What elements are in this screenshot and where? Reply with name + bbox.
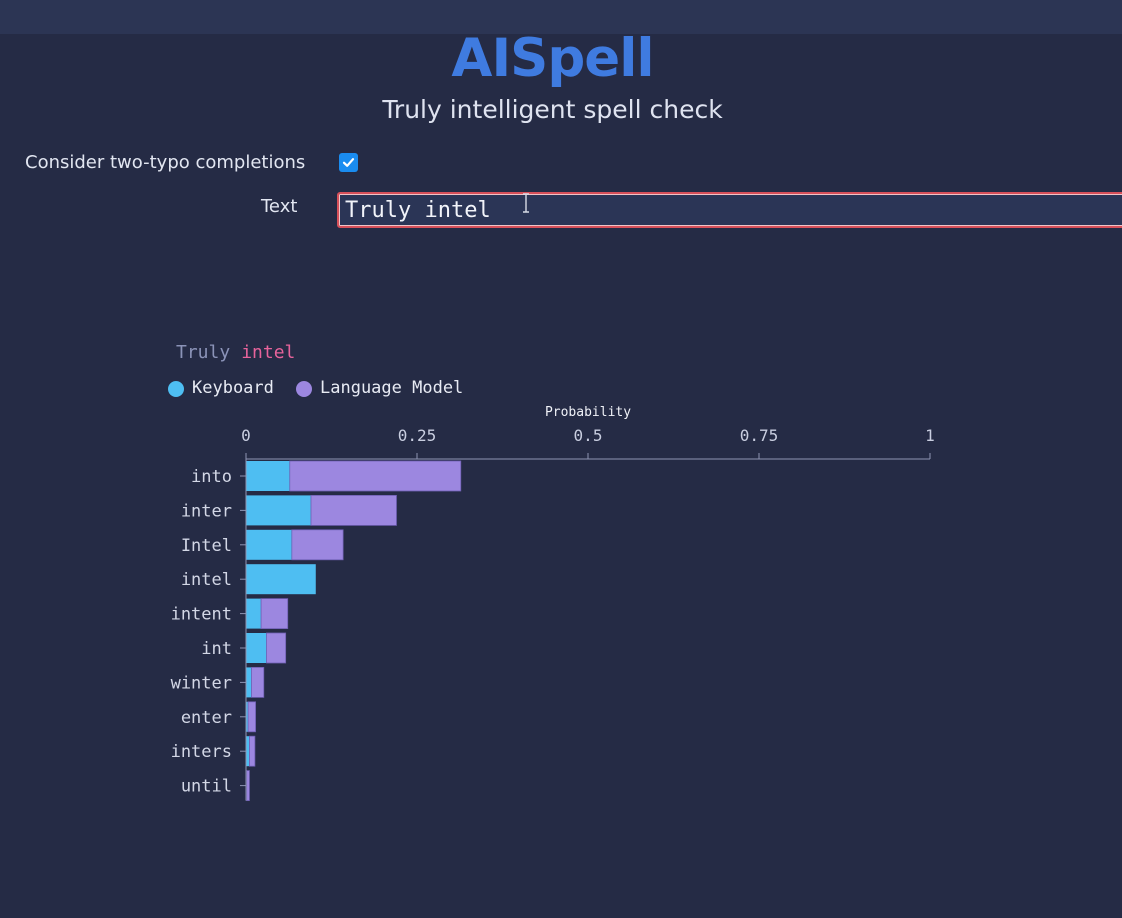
previous-word: Truly (176, 342, 231, 363)
bar-language-model (310, 494, 397, 526)
y-tick-label: inter (181, 501, 232, 521)
app-title: AISpell (451, 28, 654, 89)
bar-language-model (251, 667, 265, 698)
bar-language-model (247, 701, 256, 733)
legend-swatch-keyboard (168, 381, 184, 397)
y-tick-label: into (191, 467, 232, 487)
y-tick-label: enter (181, 708, 232, 728)
bar-keyboard (246, 736, 250, 767)
bars (246, 460, 462, 801)
bar-language-model (291, 529, 344, 561)
bar-language-model (266, 632, 287, 664)
legend-label-language-model: Language Model (320, 378, 464, 398)
app-subtitle: Truly intelligent spell check (382, 95, 723, 124)
text-input-value: Truly intel (345, 198, 491, 223)
top-bar (0, 0, 1122, 34)
x-tick-label: 0.75 (740, 426, 779, 445)
x-tick-label: 1 (925, 426, 935, 445)
y-tick-label: int (201, 639, 232, 659)
bar-language-model (260, 598, 289, 629)
bar-keyboard (246, 461, 290, 491)
two-typo-checkbox[interactable] (339, 153, 358, 172)
bar-keyboard (246, 598, 262, 629)
bar-keyboard (246, 529, 292, 560)
y-tick-label: intent (171, 605, 232, 625)
x-tick-label: 0 (241, 426, 251, 445)
text-cursor-icon (523, 193, 529, 213)
y-tick-label: intel (181, 570, 232, 590)
bar-language-model (249, 735, 256, 767)
bar-keyboard (246, 667, 252, 698)
y-tick-label: until (181, 777, 232, 797)
legend-swatch-language-model (296, 381, 312, 397)
checkmark-icon (342, 158, 355, 167)
bar-keyboard (246, 633, 267, 663)
bar-keyboard (246, 495, 311, 526)
text-label: Text (261, 196, 298, 217)
text-input[interactable]: Truly intel (337, 192, 1122, 228)
bar-language-model (246, 770, 250, 801)
y-tick-label: inters (171, 742, 232, 762)
x-tick-label: 0.25 (398, 426, 437, 445)
legend-label-keyboard: Keyboard (192, 378, 274, 398)
y-tick-label: Intel (181, 536, 232, 556)
bar-keyboard (246, 564, 316, 595)
two-typo-label: Consider two-typo completions (25, 152, 306, 173)
x-axis-label: Probability (545, 405, 631, 420)
y-axis: into inter Intel intel intent int winter enter i… (171, 459, 247, 801)
chart-word-header: Truly intel (176, 342, 295, 363)
y-tick-label: winter (171, 673, 232, 693)
current-word: intel (241, 342, 296, 363)
bar-keyboard (246, 701, 249, 732)
x-axis: 0 0.25 0.5 0.75 1 (241, 426, 935, 460)
bar-language-model (289, 460, 462, 492)
x-tick-label: 0.5 (574, 426, 603, 445)
